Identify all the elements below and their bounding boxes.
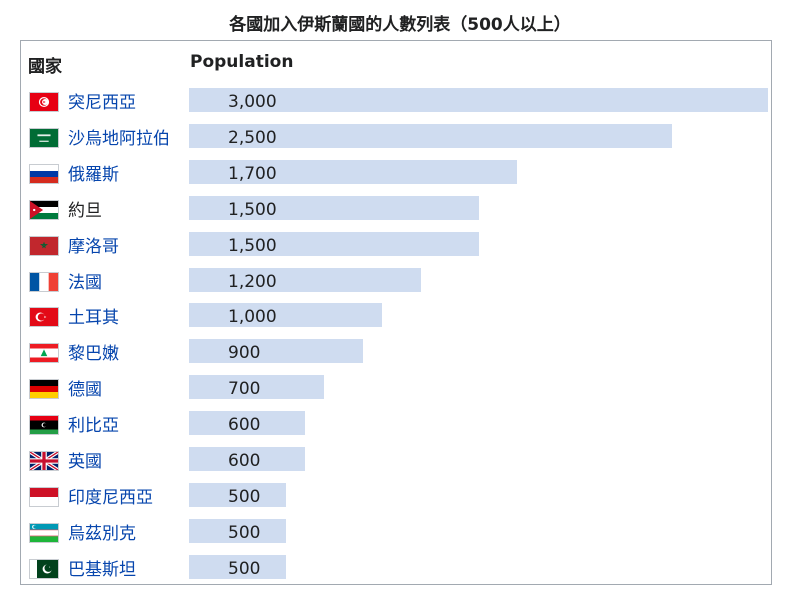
bar [189, 482, 286, 507]
saudi-arabia-flag-icon [29, 127, 59, 148]
turkey-flag-icon [29, 307, 59, 328]
value-label: 1,000 [228, 307, 277, 328]
value-label: 1,500 [228, 235, 277, 256]
country-link[interactable]: 土耳其 [68, 308, 119, 329]
uk-flag-icon [29, 451, 59, 471]
country-link[interactable]: 利比亞 [68, 416, 119, 437]
value-label: 900 [228, 343, 261, 364]
country-link[interactable]: 法國 [68, 272, 102, 293]
chart-title: 各國加入伊斯蘭國的人數列表（500人以上） [229, 15, 571, 35]
bar [189, 159, 518, 184]
value-label: 1,200 [228, 271, 277, 292]
country-link[interactable]: 俄羅斯 [68, 164, 119, 185]
country-link[interactable]: 巴基斯坦 [68, 559, 136, 580]
country-link[interactable]: 烏茲別克 [68, 523, 136, 544]
value-label: 500 [228, 522, 261, 543]
bar-row: 印度尼西亞 500 [0, 482, 800, 510]
bar [189, 411, 305, 436]
country-link[interactable]: 德國 [68, 380, 102, 401]
country-link[interactable]: 沙烏地阿拉伯 [68, 128, 170, 149]
value-label: 1,700 [228, 163, 277, 184]
germany-flag-icon [29, 379, 59, 400]
country-column-header: 國家 [28, 57, 62, 77]
bar [189, 554, 286, 579]
bar-row: 約旦 1,500 [0, 195, 800, 223]
bar [189, 88, 768, 112]
lebanon-flag-icon [29, 343, 59, 364]
value-label: 700 [228, 379, 261, 400]
bar-row: 沙烏地阿拉伯 2,500 [0, 123, 800, 151]
bar-row: 俄羅斯 1,700 [0, 159, 800, 187]
value-label: 500 [228, 558, 261, 579]
bar [189, 375, 325, 400]
bar [189, 518, 286, 543]
bar [189, 447, 305, 471]
country-link[interactable]: 英國 [68, 452, 102, 472]
value-label: 600 [228, 451, 261, 471]
bar-row: 利比亞 600 [0, 410, 800, 438]
jordan-flag-icon [29, 199, 59, 220]
value-label: 2,500 [228, 127, 277, 148]
bar-row: 巴基斯坦 500 [0, 554, 800, 582]
country-link[interactable]: 突尼西亞 [68, 93, 136, 113]
country-link[interactable]: 摩洛哥 [68, 236, 119, 257]
value-label: 3,000 [228, 92, 277, 112]
bar [189, 231, 479, 256]
bar-row: 摩洛哥 1,500 [0, 231, 800, 259]
bar [189, 123, 672, 148]
country-link[interactable]: 黎巴嫩 [68, 344, 119, 365]
uzbekistan-flag-icon [29, 522, 59, 543]
country-link: 約旦 [68, 200, 102, 221]
value-label: 500 [228, 486, 261, 507]
bar-row: 英國 600 [0, 446, 800, 474]
morocco-flag-icon [29, 235, 59, 256]
bar-row: 烏茲別克 500 [0, 518, 800, 546]
value-label: 1,500 [228, 199, 277, 220]
libya-flag-icon [29, 415, 59, 436]
country-link[interactable]: 印度尼西亞 [68, 487, 153, 508]
indonesia-flag-icon [29, 486, 59, 507]
value-label: 600 [228, 415, 261, 436]
bar [189, 195, 479, 220]
bar-row: 德國 700 [0, 374, 800, 402]
tunisia-flag-icon [29, 92, 59, 112]
bar-row: 法國 1,200 [0, 267, 800, 295]
france-flag-icon [29, 271, 59, 292]
bar [189, 303, 382, 328]
bar-row: 突尼西亞 3,000 [0, 87, 800, 115]
russia-flag-icon [29, 163, 59, 184]
bar-row: 土耳其 1,000 [0, 302, 800, 330]
population-column-header: Population [190, 52, 294, 72]
bar-row: 黎巴嫩 900 [0, 338, 800, 366]
bar [189, 267, 421, 292]
pakistan-flag-icon [29, 558, 59, 579]
bar [189, 339, 363, 364]
